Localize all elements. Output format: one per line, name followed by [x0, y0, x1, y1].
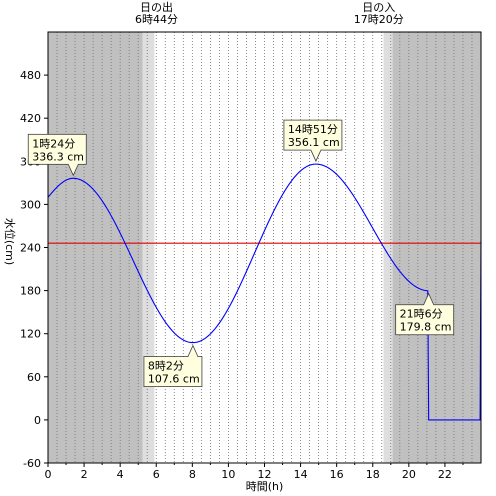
twilight-band-evening	[383, 32, 393, 463]
x-tick-label: 18	[366, 468, 380, 481]
y-tick-label: 0	[34, 414, 41, 427]
y-tick-label: 480	[20, 69, 41, 82]
x-tick-label: 12	[258, 468, 272, 481]
extremum-time: 21時6分	[400, 308, 443, 321]
extremum-time: 8時2分	[148, 360, 184, 373]
sunrise-time: 6時44分	[135, 13, 178, 26]
x-tick-label: 6	[153, 468, 160, 481]
x-tick-label: 16	[330, 468, 344, 481]
x-tick-label: 8	[189, 468, 196, 481]
sunset-label: 日の入	[362, 1, 395, 14]
twilight-band-morning	[142, 32, 155, 463]
night-band-evening	[392, 32, 481, 463]
x-axis-title: 時間(h)	[246, 480, 284, 493]
x-tick-label: 0	[45, 468, 52, 481]
daylight-band	[154, 32, 384, 463]
y-tick-label: 300	[20, 198, 41, 211]
daylight-shading	[48, 32, 481, 463]
y-tick-label: 60	[27, 371, 41, 384]
series-layer	[47, 163, 482, 421]
extremum-level: 179.8 cm	[400, 321, 452, 334]
axis-ticks: -600601201802403003604204800246810121416…	[20, 69, 464, 481]
y-axis-title: 水位(cm)	[3, 218, 17, 265]
y-tick-label: 120	[20, 328, 41, 341]
y-tick-label: 420	[20, 112, 41, 125]
y-tick-label: 240	[20, 242, 41, 255]
sunrise-label: 日の出	[140, 0, 173, 14]
x-tick-label: 14	[294, 468, 308, 481]
x-tick-label: 20	[402, 468, 416, 481]
y-tick-label: 180	[20, 285, 41, 298]
extremum-time: 14時51分	[288, 123, 338, 136]
x-tick-label: 4	[117, 468, 124, 481]
x-tick-label: 10	[221, 468, 235, 481]
x-tick-label: 2	[81, 468, 88, 481]
night-band-morning	[48, 32, 143, 463]
extremum-time: 1時24分	[32, 137, 75, 150]
tide-series-line	[47, 163, 482, 421]
sunset-time: 17時20分	[354, 13, 404, 26]
extremum-level: 336.3 cm	[32, 150, 84, 163]
callout-box	[27, 133, 87, 165]
y-tick-label: -60	[23, 457, 41, 470]
x-tick-label: 22	[438, 468, 452, 481]
extremum-level: 356.1 cm	[288, 136, 340, 149]
callout-box	[143, 356, 203, 388]
extremum-level: 107.6 cm	[148, 373, 200, 386]
